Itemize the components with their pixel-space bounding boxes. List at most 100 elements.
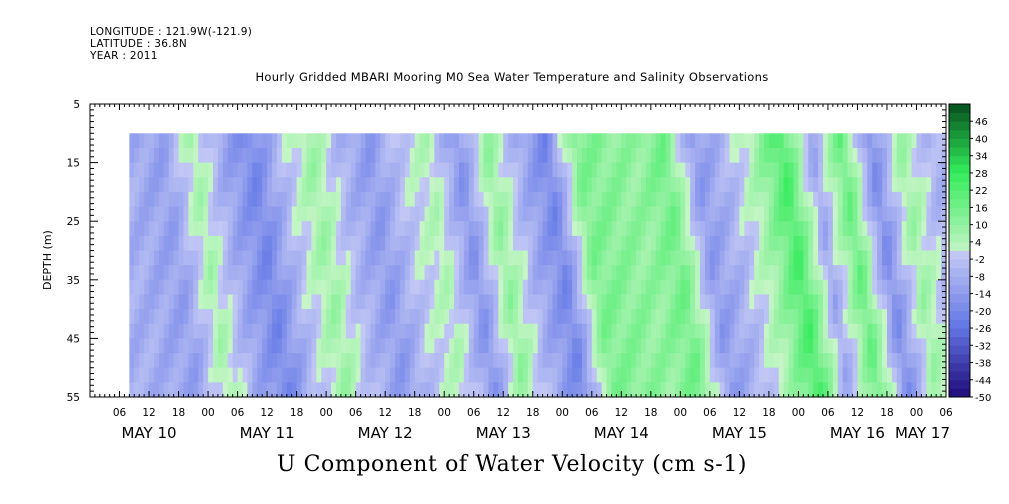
heatmap-cell [163,338,170,354]
heatmap-cell [335,338,342,354]
heatmap-cell [301,367,308,383]
heatmap-cell [567,323,573,339]
axes-layer: 06 12 18 00 06 12 18 00 06 12 18 00 06 12 18 00 06 12 18 00… [67,99,953,442]
heatmap-cell [759,162,765,178]
heatmap-cell [547,367,554,383]
heatmap-cell [709,177,716,193]
heatmap-cell [670,162,677,178]
heatmap-cell [316,235,322,252]
heatmap-cell [818,206,824,222]
heatmap-cell [626,323,632,339]
heatmap-cell [257,382,263,398]
heatmap-cell [222,235,229,252]
heatmap-cell [267,133,273,149]
heatmap-cell [522,382,529,398]
heatmap-cell [872,382,878,398]
heatmap-cell [763,323,770,339]
heatmap-cell [409,133,416,149]
heatmap-cell [611,309,617,325]
heatmap-cell [675,250,681,266]
heatmap-cell [488,191,494,208]
heatmap-cell [439,367,445,383]
heatmap-cell [365,162,372,178]
heatmap-cell [311,338,317,354]
heatmap-cell [518,323,524,339]
colorbar-swatch [949,328,970,338]
heatmap-cell [129,250,135,266]
heatmap-cell [513,279,519,296]
heatmap-cell [665,265,672,281]
heatmap-cell [557,250,563,266]
heatmap-cell [483,177,490,193]
heatmap-cell [931,338,937,354]
heatmap-cell [557,338,563,354]
heatmap-cell [729,338,736,354]
heatmap-cell [257,309,263,325]
heatmap-cell [340,323,347,339]
heatmap-cell [882,191,888,208]
heatmap-cell [547,353,554,369]
heatmap-cell [508,367,514,383]
heatmap-cell [321,162,327,178]
heatmap-cell [193,162,199,178]
heatmap-cell [522,279,529,296]
heatmap-cell [906,294,913,310]
heatmap-cell [857,265,863,281]
heatmap-cell [847,382,854,398]
heatmap-cell [906,147,913,164]
heatmap-cell [390,221,396,237]
heatmap-cell [321,338,327,354]
heatmap-cell [409,367,416,383]
heatmap-cell [463,323,470,339]
heatmap-cell [936,133,942,149]
heatmap-cell [606,265,613,281]
heatmap-cell [468,279,475,296]
heatmap-cell [655,162,662,178]
heatmap-cell [365,191,372,208]
heatmap-cell [158,162,165,178]
heatmap-cell [768,133,775,149]
heatmap-cell [326,162,332,178]
heatmap-cell [237,338,244,354]
colorbar-swatch [949,112,970,122]
heatmap-cell [404,162,411,178]
heatmap-cell [719,279,726,296]
heatmap-cell [198,294,204,310]
heatmap-cell [232,338,239,354]
heatmap-cell [306,294,312,310]
heatmap-cell [567,338,573,354]
heatmap-cell [704,323,711,339]
heatmap-cell [808,323,814,339]
heatmap-cell [680,133,686,149]
heatmap-cell [896,133,903,149]
heatmap-cell [414,250,421,266]
heatmap-cell [601,250,608,266]
heatmap-cell [463,367,470,383]
heatmap-cell [375,191,381,208]
heatmap-cell [695,191,701,208]
heatmap-cell [404,279,411,296]
heatmap-cell [655,279,662,296]
heatmap-cell [153,353,160,369]
heatmap-cell [134,353,140,369]
heatmap-cell [557,191,563,208]
heatmap-cell [601,279,608,296]
heatmap-cell [906,206,913,222]
heatmap-cell [931,191,937,208]
heatmap-cell [262,353,268,369]
heatmap-cell [655,367,662,383]
heatmap-cell [586,133,593,149]
colorbar-label: -38 [975,359,991,370]
heatmap-cell [183,294,189,310]
heatmap-cell [670,265,677,281]
heatmap-cell [872,133,878,149]
heatmap-cell [178,133,185,149]
heatmap-cell [936,353,942,369]
heatmap-cell [803,162,809,178]
heatmap-cell [247,309,253,325]
heatmap-cell [414,279,421,296]
heatmap-cell [591,235,598,252]
heatmap-cell [700,367,706,383]
heatmap-cell [759,221,765,237]
